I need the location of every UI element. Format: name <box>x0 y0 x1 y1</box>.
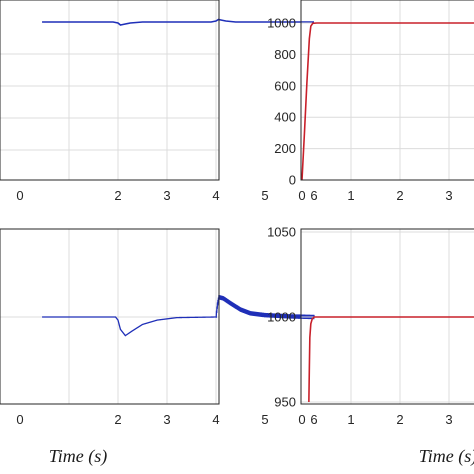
x-tick-label: 3 <box>445 412 452 427</box>
y-tick-label: 1000 <box>267 310 296 325</box>
x-tick-label: 3 <box>163 412 170 427</box>
x-tick-label: 6 <box>310 412 317 427</box>
y-tick-label: 400 <box>274 110 296 125</box>
x-tick-label: 0 <box>298 412 305 427</box>
y-tick-label: 1000 <box>267 16 296 31</box>
y-tick-label: 1050 <box>267 225 296 240</box>
x-tick-label: 2 <box>396 188 403 203</box>
x-tick-label: 2 <box>396 412 403 427</box>
x-tick-label: 1 <box>347 412 354 427</box>
plot-frame <box>300 228 474 405</box>
x-tick-label: 0 <box>16 188 23 203</box>
plot-top-left: 0 2 3 4 5 6 <box>0 0 318 203</box>
series-line <box>301 22 474 181</box>
y-tick-label: 0 <box>289 173 296 188</box>
x-tick-label: 1 <box>347 188 354 203</box>
x-tick-label: 0 <box>16 412 23 427</box>
x-tick-label: 3 <box>163 188 170 203</box>
plot-frame <box>0 0 220 181</box>
x-axis-label-right: Time (s) <box>419 446 474 467</box>
series-line <box>42 294 315 337</box>
x-tick-label: 6 <box>310 188 317 203</box>
y-tick-label: 200 <box>274 141 296 156</box>
x-tick-label: 3 <box>445 188 452 203</box>
x-tick-label: 0 <box>298 188 305 203</box>
x-tick-label: 5 <box>261 412 268 427</box>
plot-bottom-left: 0 2 3 4 5 6 <box>0 228 318 427</box>
series-line <box>42 18 314 26</box>
x-tick-label: 2 <box>114 188 121 203</box>
x-tick-label: 4 <box>212 412 219 427</box>
y-tick-label: 600 <box>274 78 296 93</box>
x-tick-label: 5 <box>261 188 268 203</box>
x-tick-label: 2 <box>114 412 121 427</box>
plot-top-right: 0 200 400 600 800 1000 0 1 2 3 <box>267 0 474 203</box>
x-tick-label: 4 <box>212 188 219 203</box>
plot-frame <box>0 228 220 405</box>
y-tick-label: 950 <box>274 395 296 410</box>
y-tick-label: 800 <box>274 47 296 62</box>
plot-bottom-right: 950 1000 1050 0 1 2 3 <box>267 225 474 427</box>
series-line <box>308 316 474 403</box>
plot-frame <box>300 0 474 181</box>
x-axis-label-left: Time (s) <box>49 446 108 467</box>
